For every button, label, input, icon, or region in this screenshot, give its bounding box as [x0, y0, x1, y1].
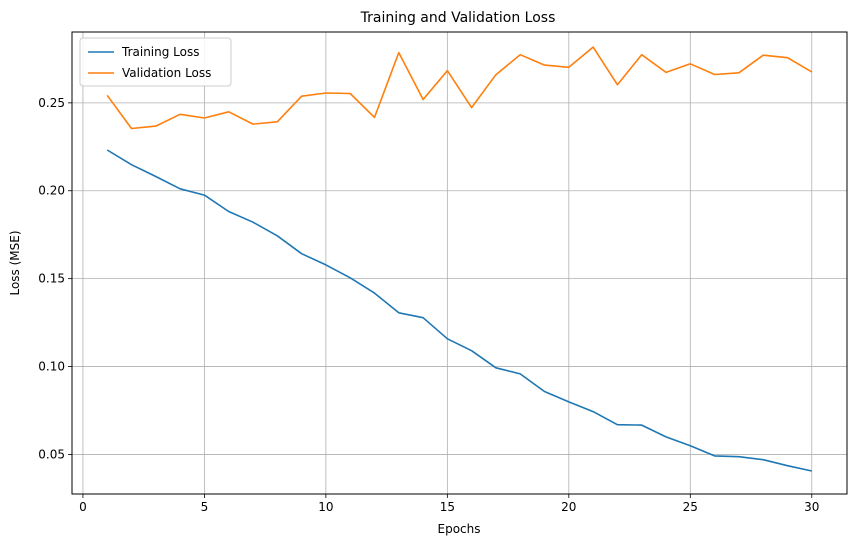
y-tick-label: 0.05: [38, 447, 65, 461]
plot-frame: [71, 31, 848, 495]
series-lines: [106, 46, 813, 472]
y-tick-label: 0.15: [38, 272, 65, 286]
x-axis-label: Epochs: [438, 522, 481, 536]
training-loss-line: [106, 149, 812, 472]
x-tick-label: 30: [804, 500, 819, 514]
legend-label-validation-loss: Validation Loss: [122, 66, 211, 80]
legend-label-training-loss: Training Loss: [121, 45, 199, 59]
x-tick-label: 15: [440, 500, 455, 514]
x-tick-label: 0: [79, 500, 87, 514]
legend-box: [79, 37, 232, 87]
x-tick-label: 20: [561, 500, 576, 514]
y-tick-label: 0.10: [38, 360, 65, 374]
y-tick-label: 0.25: [38, 96, 65, 110]
x-tick-label: 10: [318, 500, 333, 514]
x-axis-ticks: 0 5 10 15 20 25 30: [79, 494, 819, 514]
x-tick-label: 25: [683, 500, 698, 514]
y-axis-label: Loss (MSE): [8, 230, 22, 295]
validation-loss-line: [106, 46, 813, 130]
y-tick-label: 0.20: [38, 184, 65, 198]
y-axis-ticks: 0.05 0.10 0.15 0.20 0.25: [38, 96, 72, 461]
legend: Training Loss Validation Loss: [79, 37, 232, 87]
grid-lines: [72, 32, 847, 494]
chart-title: Training and Validation Loss: [360, 10, 556, 26]
x-tick-label: 5: [201, 500, 209, 514]
